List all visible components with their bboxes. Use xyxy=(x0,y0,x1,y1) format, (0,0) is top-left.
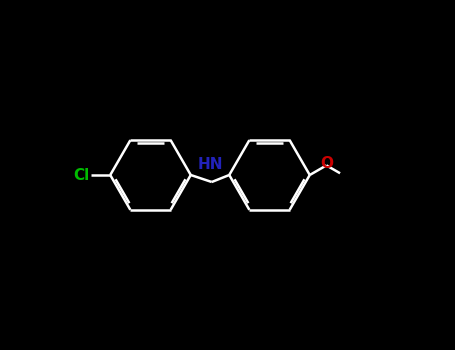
Text: HN: HN xyxy=(197,157,223,172)
Text: O: O xyxy=(321,156,334,171)
Text: Cl: Cl xyxy=(74,168,90,182)
